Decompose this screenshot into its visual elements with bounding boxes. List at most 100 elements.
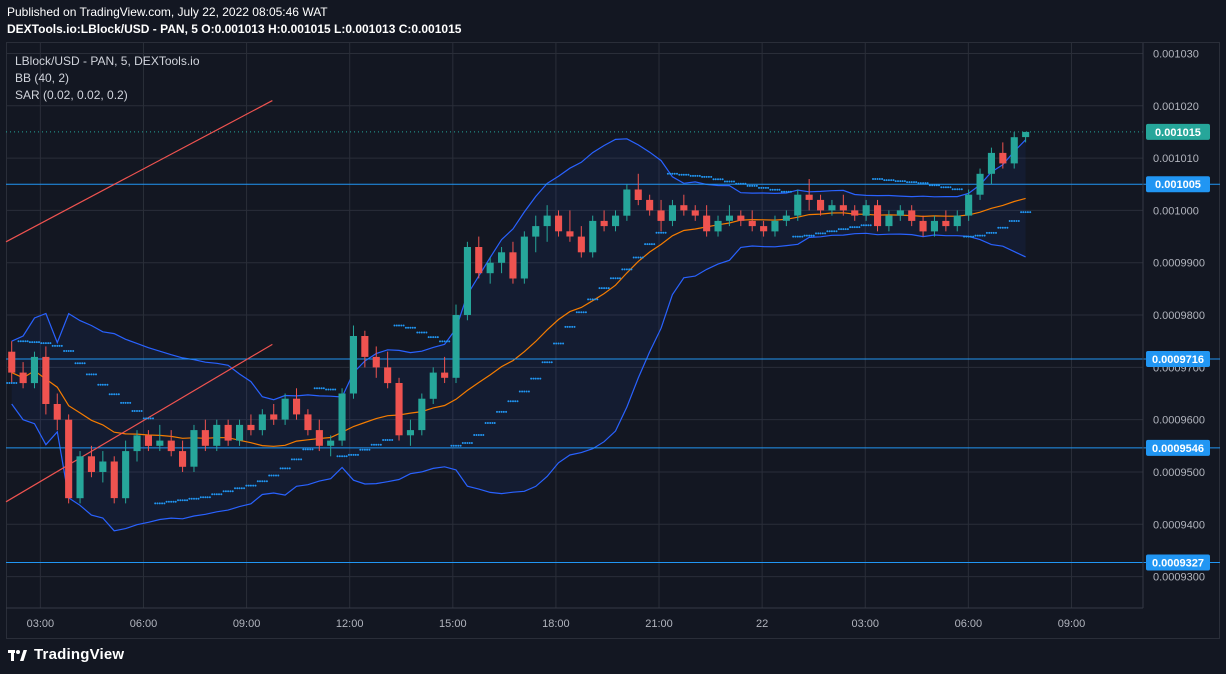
sar-dot xyxy=(234,487,236,490)
price-tick-label: 0.001020 xyxy=(1153,101,1199,113)
sar-dot xyxy=(885,179,888,182)
sar-dot xyxy=(211,493,214,496)
sar-dot xyxy=(584,311,587,314)
sar-dot xyxy=(662,231,665,234)
sar-dot xyxy=(550,361,553,364)
sar-dot xyxy=(334,388,337,391)
sar-dot xyxy=(516,400,519,403)
price-tick-label: 0.001030 xyxy=(1153,48,1199,60)
sar-dot xyxy=(263,480,266,483)
sar-dot xyxy=(272,474,275,477)
sar-dot xyxy=(810,234,813,237)
sar-dot xyxy=(302,448,305,451)
sar-dot xyxy=(543,361,546,364)
sar-dot xyxy=(534,377,537,380)
sar-dot xyxy=(491,422,494,424)
sar-dot xyxy=(917,182,920,185)
sar-dot xyxy=(867,224,870,227)
sar-dot xyxy=(509,400,512,403)
price-tick-label: 0.001010 xyxy=(1153,153,1199,165)
sar-dot xyxy=(915,181,918,184)
sar-dot xyxy=(69,350,72,352)
sar-dot xyxy=(821,232,824,235)
sar-dot xyxy=(10,382,13,384)
sar-dot xyxy=(445,340,448,343)
price-level-tag: 0.001005 xyxy=(1155,179,1201,191)
sar-dot xyxy=(956,188,959,191)
trend-line xyxy=(5,100,273,243)
sar-dot xyxy=(883,179,886,182)
tradingview-brand[interactable]: TradingView xyxy=(8,646,124,663)
candle-body xyxy=(771,220,779,232)
sar-dot xyxy=(981,234,984,237)
sar-dot xyxy=(227,490,230,493)
sar-dot xyxy=(856,226,858,229)
sar-dot xyxy=(199,496,202,499)
grid xyxy=(6,43,1143,608)
sar-dot xyxy=(844,228,847,231)
legend-bb[interactable]: BB (40, 2) xyxy=(15,71,70,85)
candle-body xyxy=(953,215,961,227)
sar-dot xyxy=(532,377,535,380)
sar-dot xyxy=(167,500,170,503)
candle-body xyxy=(737,215,745,221)
price-tick-label: 0.0009600 xyxy=(1153,415,1205,427)
sar-dot xyxy=(277,474,280,477)
time-tick-label: 21:00 xyxy=(645,618,673,630)
sar-dot xyxy=(630,268,633,271)
sar-dot xyxy=(131,410,134,412)
indicator-legend[interactable]: LBlock/USD - PAN, 5, DEXTools.io BB (40,… xyxy=(15,53,200,104)
sar-dot xyxy=(935,184,938,187)
price-tick-label: 0.0009500 xyxy=(1153,467,1205,479)
sar-dot xyxy=(322,387,325,390)
sar-dot xyxy=(539,377,542,380)
sar-dot xyxy=(705,175,708,178)
legend-symbol[interactable]: LBlock/USD - PAN, 5, DEXTools.io xyxy=(15,54,200,68)
candle-body xyxy=(258,414,266,431)
sar-dot xyxy=(126,401,129,404)
sar-dot xyxy=(568,325,571,328)
horizontal-levels[interactable] xyxy=(6,131,1220,563)
sar-dot xyxy=(614,277,617,280)
sar-dot xyxy=(792,235,795,238)
sar-dot xyxy=(974,234,977,237)
sar-dot xyxy=(316,387,318,390)
sar-dot xyxy=(976,234,979,237)
candle-body xyxy=(919,220,927,232)
sar-dot xyxy=(564,325,567,328)
sar-dot xyxy=(373,443,375,446)
candle-body xyxy=(874,205,882,227)
sar-dot xyxy=(108,393,111,396)
sar-dot xyxy=(1015,220,1018,222)
legend-sar[interactable]: SAR (0.02, 0.02, 0.2) xyxy=(15,88,128,102)
price-tick-label: 0.0009400 xyxy=(1153,519,1205,531)
candle-body xyxy=(213,424,221,446)
sar-dot xyxy=(361,448,364,451)
sar-dot xyxy=(85,373,88,376)
sar-dot xyxy=(605,287,608,290)
sar-dot xyxy=(924,182,927,185)
sar-dot xyxy=(183,499,186,502)
candle-body xyxy=(589,220,597,253)
candle-body xyxy=(532,226,540,237)
candle-body xyxy=(53,404,61,420)
sar-dot xyxy=(284,467,287,470)
sar-dot xyxy=(774,188,776,191)
sar-dot xyxy=(853,226,856,229)
candle-body xyxy=(965,194,973,216)
tradingview-wordmark: TradingView xyxy=(34,646,125,663)
sar-dot xyxy=(960,188,963,191)
candle-body xyxy=(76,456,84,499)
candle-body xyxy=(87,456,95,472)
candle-body xyxy=(976,173,984,195)
sar-dot xyxy=(578,311,580,314)
sar-dot xyxy=(120,401,123,404)
sar-dot xyxy=(678,173,681,176)
sar-dot xyxy=(616,277,619,280)
candle-body xyxy=(942,220,950,227)
price-tick-label: 0.001000 xyxy=(1153,205,1199,217)
sar-dot xyxy=(190,497,193,500)
trend-lines[interactable] xyxy=(5,100,273,503)
sar-dot xyxy=(812,234,815,237)
